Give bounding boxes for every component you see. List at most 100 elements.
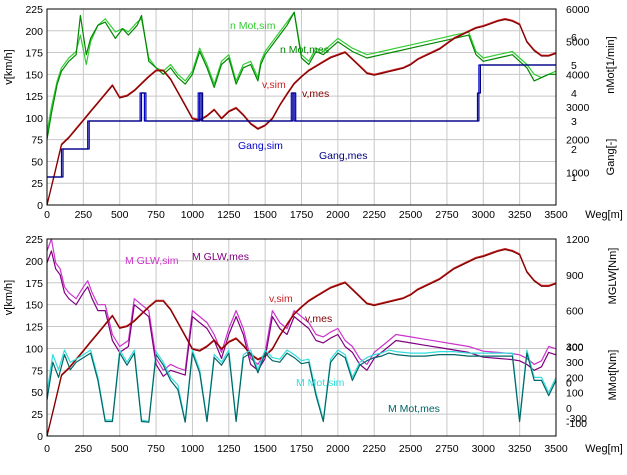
series-line-m-glw-mes xyxy=(46,250,557,377)
y-right-tick-label: 4 xyxy=(571,88,577,100)
chart-panel-2: 0 25 50 75 100 125 150 175 200 225 v[km/h] 0 250 500 7… xyxy=(3,234,623,455)
x-tick-label: 3250 xyxy=(508,209,532,221)
y-left-tick-label: 50 xyxy=(31,156,43,168)
x-tick-label: 500 xyxy=(111,443,129,455)
series-annotation: v,mes xyxy=(302,88,329,100)
series-annotation: M GLW,sim xyxy=(125,255,179,267)
y-right-tick-label: 5 xyxy=(571,60,577,72)
series-annotation: Gang,sim xyxy=(238,140,283,152)
y-right-tick-label: 300 xyxy=(566,357,584,369)
y-left-tick-label: 125 xyxy=(25,91,43,103)
x-tick-label: 3500 xyxy=(544,443,568,455)
y-left-tick-label: 0 xyxy=(37,431,43,443)
y-right-tick-label: 1 xyxy=(571,172,577,184)
x-tick-label: 1250 xyxy=(217,209,241,221)
plot-frame xyxy=(46,238,557,437)
y-left-tick-label: 50 xyxy=(31,387,43,399)
x-tick-label: 3500 xyxy=(544,209,568,221)
y-right-axis-label: MMot[Nm] xyxy=(607,350,619,401)
series-line-v-mes xyxy=(46,18,557,206)
x-tick-label: 250 xyxy=(75,443,93,455)
series-line-n-mot-mes xyxy=(46,11,556,140)
y-right-tick-label: 3 xyxy=(571,116,577,128)
y-left-tick-label: 125 xyxy=(25,322,43,334)
series-annotation: M GLW,mes xyxy=(192,251,249,263)
y-right-tick-label: 1200 xyxy=(566,234,590,246)
x-tick-label: 1000 xyxy=(181,443,205,455)
y-left-tick-label: 75 xyxy=(31,135,43,147)
x-tick-label: 1250 xyxy=(217,443,241,455)
y-left-axis-label: v[km/h] xyxy=(3,49,15,84)
y-right-axis-label: Gang[-] xyxy=(605,139,617,176)
x-tick-label: 250 xyxy=(75,209,93,221)
y-left-tick-label: 200 xyxy=(25,256,43,268)
series-annotation: n Mot,sim xyxy=(230,20,276,32)
y-left-tick-label: 150 xyxy=(25,300,43,312)
series-annotation: M Mot,sim xyxy=(296,377,345,389)
series-line-v-sim xyxy=(46,18,557,206)
x-tick-label: 1000 xyxy=(181,209,205,221)
x-tick-label: 1750 xyxy=(290,443,314,455)
x-tick-label: 3250 xyxy=(508,443,532,455)
y-right-tick-label: 6 xyxy=(571,32,577,44)
y-left-tick-label: 25 xyxy=(31,409,43,421)
series-lines xyxy=(46,238,557,437)
x-tick-label: 2500 xyxy=(399,443,423,455)
y-left-tick-label: 100 xyxy=(25,113,43,125)
x-tick-label: 3000 xyxy=(472,443,496,455)
series-annotation: v,sim xyxy=(269,293,293,305)
x-tick-label: 2250 xyxy=(363,209,387,221)
x-tick-label: 0 xyxy=(44,209,50,221)
x-tick-label: 0 xyxy=(44,443,50,455)
y-right-tick-label: 3000 xyxy=(566,102,590,114)
x-tick-label: 3000 xyxy=(472,209,496,221)
y-right-tick-label: 6000 xyxy=(566,4,590,16)
x-tick-label: 2000 xyxy=(326,443,350,455)
y-left-tick-label: 25 xyxy=(31,178,43,190)
series-annotation: v,mes xyxy=(305,313,332,325)
y-right-tick-label: 5000 xyxy=(566,37,590,49)
x-tick-label: 1500 xyxy=(253,443,277,455)
y-right-axis-label: MGLW[Nm] xyxy=(607,248,619,305)
y-left-tick-label: 75 xyxy=(31,365,43,377)
x-tick-label: 2000 xyxy=(326,209,350,221)
y-right-tick-label: 1000 xyxy=(566,167,590,179)
y-left-axis-label: v[km/h] xyxy=(3,280,15,315)
series-line-m-mot-mes xyxy=(46,352,557,423)
series-annotation: M Mot,mes xyxy=(388,403,440,415)
series-line-gang-mes xyxy=(47,64,556,178)
series-lines xyxy=(46,11,557,206)
x-tick-label: 2250 xyxy=(363,443,387,455)
y-left-tick-label: 150 xyxy=(25,69,43,81)
x-tick-label: 2750 xyxy=(435,443,459,455)
series-line-v-mes xyxy=(46,248,557,437)
x-tick-label: 1750 xyxy=(290,209,314,221)
series-line-v-sim xyxy=(46,248,557,437)
y-left-tick-label: 100 xyxy=(25,343,43,355)
series-annotation: Gang,mes xyxy=(319,150,367,162)
x-tick-label: 1500 xyxy=(253,209,277,221)
y-right-tick-label: 0 xyxy=(566,403,572,415)
plot-frame xyxy=(46,8,557,206)
y-right-tick-label: -100 xyxy=(566,418,587,430)
y-left-tick-label: 175 xyxy=(25,48,43,60)
y-left-tick-label: 200 xyxy=(25,26,43,38)
y-right-tick-label: 400 xyxy=(566,342,584,354)
series-annotation: v,sim xyxy=(262,79,286,91)
y-right-tick-label: 4000 xyxy=(566,69,590,81)
series-line-m-glw-sim xyxy=(46,238,557,371)
series-annotation: n Mot,mes xyxy=(280,44,329,56)
y-right-tick-label: 2000 xyxy=(566,135,590,147)
x-axis-label: Weg[m] xyxy=(585,209,623,221)
y-right-tick-label: 2 xyxy=(571,144,577,156)
y-right-tick-label: 0 xyxy=(566,377,572,389)
y-left-tick-label: 175 xyxy=(25,278,43,290)
y-right-tick-label: 300 xyxy=(566,341,584,353)
x-tick-label: 2500 xyxy=(399,209,423,221)
y-right-tick-label: 900 xyxy=(566,270,584,282)
x-tick-label: 750 xyxy=(147,209,165,221)
y-right-tick-label: 200 xyxy=(566,372,584,384)
y-left-tick-label: 225 xyxy=(25,4,43,16)
